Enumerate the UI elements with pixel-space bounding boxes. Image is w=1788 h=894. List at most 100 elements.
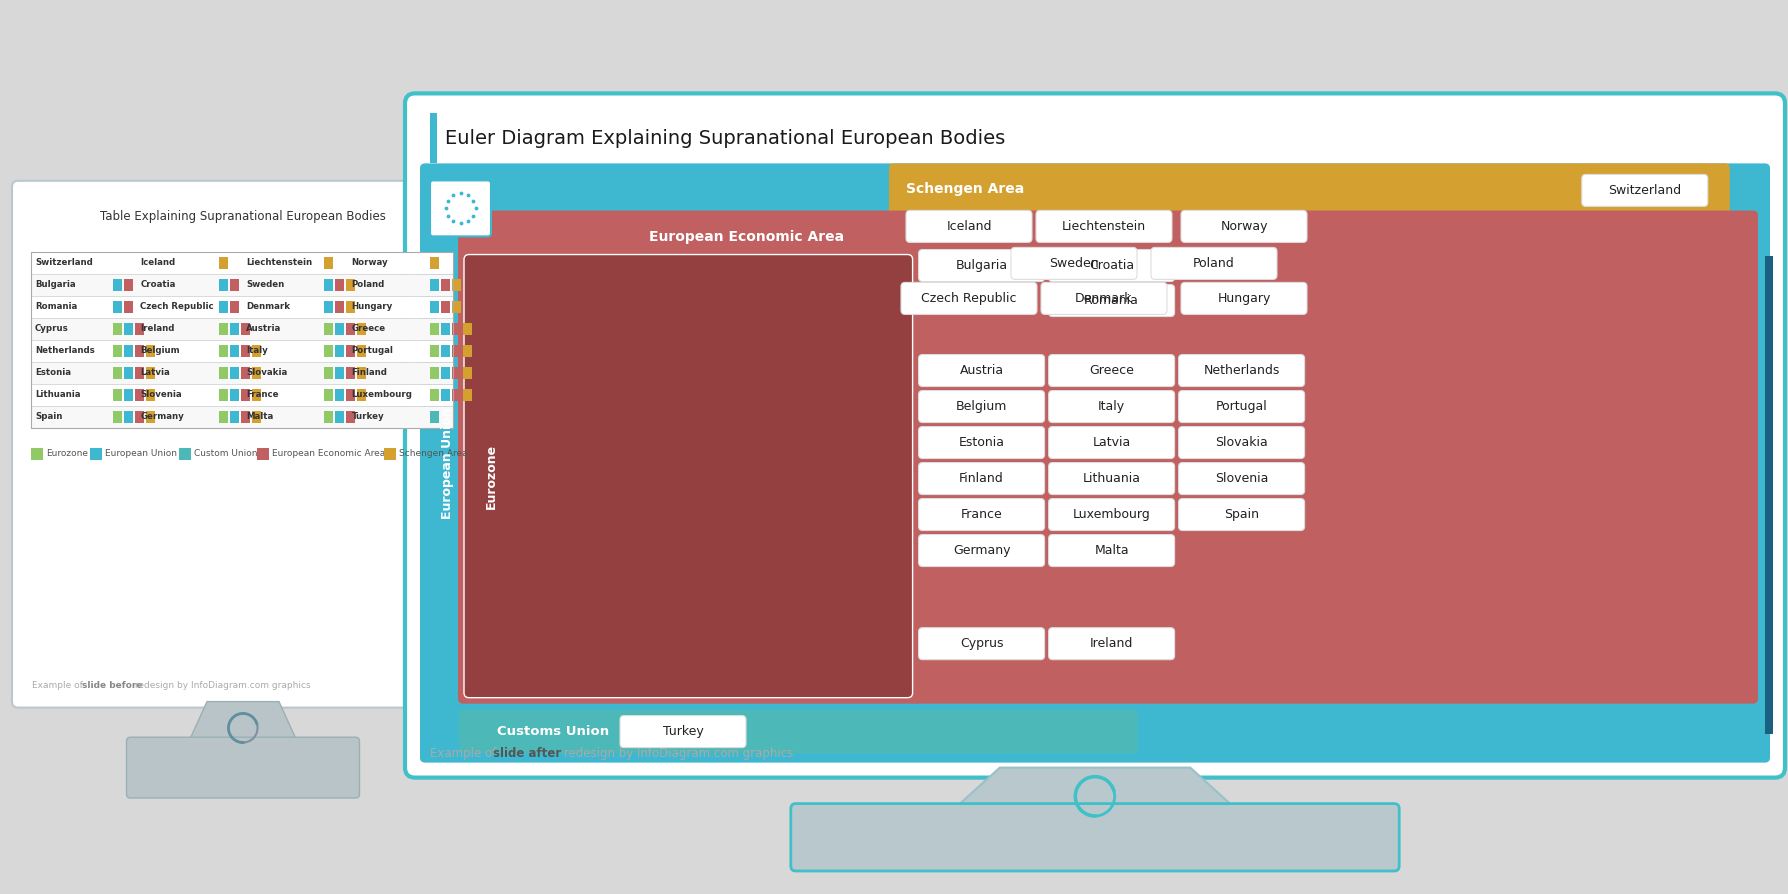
Bar (429, 257, 438, 269)
Bar (442, 323, 451, 334)
Text: Ireland: Ireland (1091, 637, 1134, 650)
Bar (218, 367, 227, 379)
Bar (147, 345, 156, 357)
Bar (147, 367, 156, 379)
FancyBboxPatch shape (620, 715, 746, 747)
FancyBboxPatch shape (919, 628, 1044, 660)
Text: Latvia: Latvia (141, 368, 170, 377)
Bar (30, 317, 452, 340)
Text: France: France (960, 508, 1003, 521)
Text: France: France (247, 391, 279, 400)
Text: Finland: Finland (958, 472, 1005, 485)
Bar (231, 323, 240, 334)
Text: slide after: slide after (493, 746, 561, 760)
Text: Switzerland: Switzerland (36, 258, 93, 267)
Text: Liechtenstein: Liechtenstein (1062, 220, 1146, 233)
FancyBboxPatch shape (1048, 391, 1175, 423)
Bar (452, 323, 461, 334)
Text: Slovenia: Slovenia (141, 391, 182, 400)
Text: Sweden: Sweden (1050, 257, 1100, 270)
Text: Italy: Italy (247, 346, 268, 355)
Bar (336, 300, 345, 313)
Text: Example of: Example of (32, 680, 86, 689)
Bar (442, 389, 451, 401)
Bar (113, 345, 122, 357)
Text: Denmark: Denmark (247, 302, 290, 311)
Bar (30, 362, 452, 384)
Bar (463, 345, 472, 357)
Bar (324, 300, 333, 313)
Text: Italy: Italy (1098, 400, 1125, 413)
Bar (252, 411, 261, 423)
FancyBboxPatch shape (1048, 284, 1175, 316)
Bar (463, 389, 472, 401)
Bar (241, 323, 250, 334)
Bar (218, 323, 227, 334)
Bar (113, 389, 122, 401)
Bar (136, 345, 145, 357)
FancyBboxPatch shape (790, 804, 1400, 871)
Bar (324, 323, 333, 334)
FancyBboxPatch shape (919, 462, 1044, 494)
Text: redesign by InfoDiagram.com graphics: redesign by InfoDiagram.com graphics (132, 680, 311, 689)
Bar (147, 389, 156, 401)
Bar (452, 345, 461, 357)
Bar (347, 323, 356, 334)
Bar (257, 448, 270, 460)
Bar (231, 345, 240, 357)
Text: Turkey: Turkey (352, 412, 384, 421)
Polygon shape (946, 768, 1244, 817)
Text: European Economic Area: European Economic Area (649, 230, 844, 243)
Bar (324, 345, 333, 357)
Text: Germany: Germany (141, 412, 184, 421)
FancyBboxPatch shape (1182, 283, 1307, 315)
Bar (358, 367, 367, 379)
Bar (324, 411, 333, 423)
Bar (336, 367, 345, 379)
Text: Cyprus: Cyprus (36, 325, 68, 333)
Text: European Union: European Union (440, 408, 454, 519)
Text: Netherlands: Netherlands (1203, 364, 1280, 377)
Bar (347, 411, 356, 423)
Bar (113, 279, 122, 291)
Text: Greece: Greece (352, 325, 386, 333)
Text: Schengen Area: Schengen Area (399, 450, 467, 459)
Bar (125, 345, 134, 357)
Bar (442, 279, 451, 291)
Bar (429, 114, 436, 164)
Text: Belgium: Belgium (957, 400, 1007, 413)
Bar (463, 367, 472, 379)
FancyBboxPatch shape (1048, 426, 1175, 459)
Text: Croatia: Croatia (1089, 259, 1134, 272)
Text: Estonia: Estonia (36, 368, 72, 377)
Text: Denmark: Denmark (1075, 292, 1134, 305)
Text: Luxembourg: Luxembourg (352, 391, 413, 400)
Bar (429, 389, 438, 401)
FancyBboxPatch shape (458, 210, 1758, 704)
FancyBboxPatch shape (1048, 499, 1175, 530)
Bar (30, 340, 452, 362)
Bar (336, 323, 345, 334)
Text: Cyprus: Cyprus (960, 637, 1003, 650)
Bar (30, 406, 452, 428)
Bar (324, 257, 333, 269)
Text: Malta: Malta (1094, 544, 1128, 557)
Text: Example of: Example of (429, 746, 501, 760)
Text: Germany: Germany (953, 544, 1010, 557)
Bar (125, 279, 134, 291)
FancyBboxPatch shape (406, 93, 1784, 778)
Bar (358, 345, 367, 357)
Bar (241, 411, 250, 423)
Bar (218, 300, 227, 313)
Bar (136, 323, 145, 334)
Bar (125, 300, 134, 313)
Bar (442, 367, 451, 379)
Bar (113, 367, 122, 379)
Text: Finland: Finland (352, 368, 388, 377)
Bar (429, 345, 438, 357)
Bar (429, 367, 438, 379)
Text: Romania: Romania (36, 302, 77, 311)
Text: Estonia: Estonia (958, 436, 1005, 449)
Text: Hungary: Hungary (1218, 292, 1271, 305)
FancyBboxPatch shape (1048, 355, 1175, 386)
